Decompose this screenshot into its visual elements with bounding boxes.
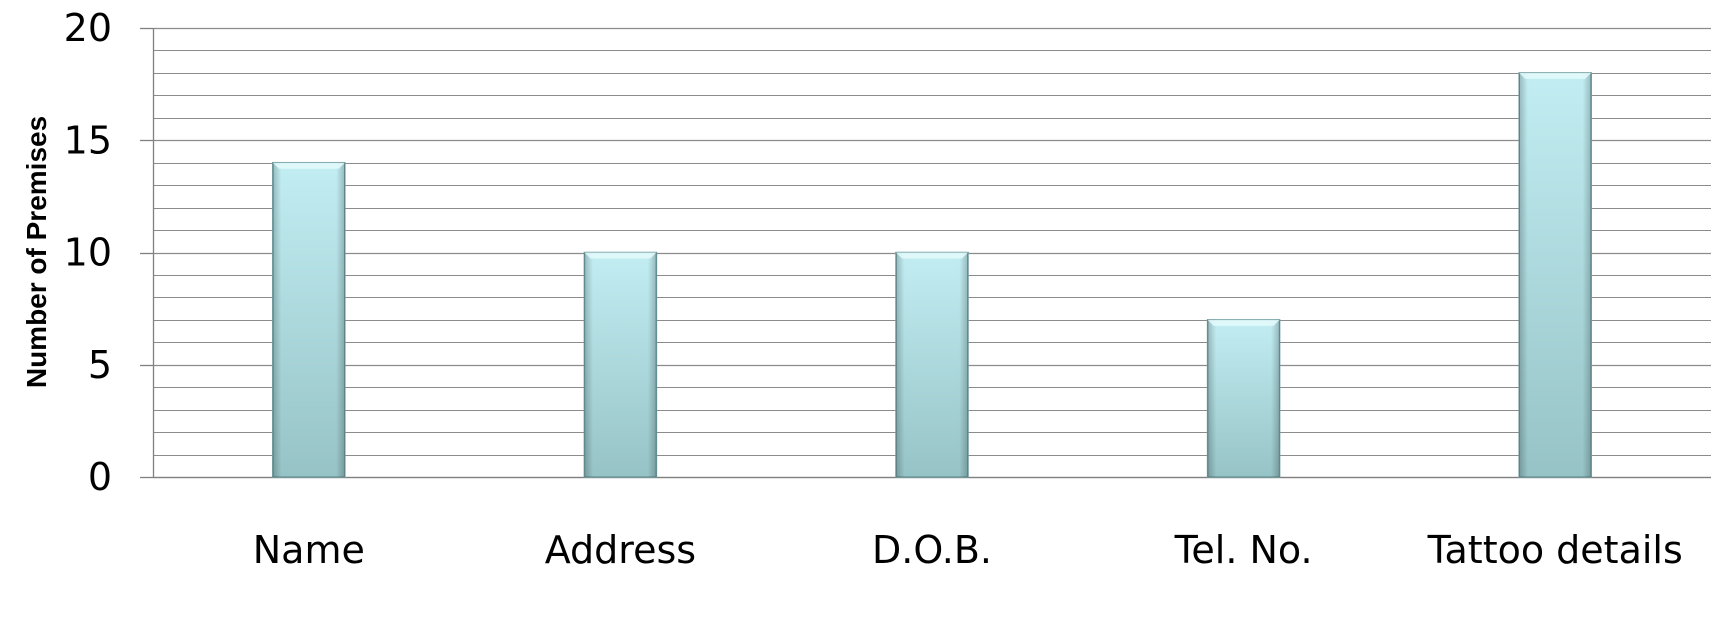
bar-shade xyxy=(896,252,968,477)
y-tick-label: 15 xyxy=(64,118,112,162)
x-category-label: Tattoo details xyxy=(1427,528,1683,572)
bar-shade xyxy=(1207,319,1280,477)
bar-bevel xyxy=(1519,72,1592,79)
y-tick-label: 20 xyxy=(64,6,112,50)
labels: 0 5 10 15 20 Name Address D.O.B. Tel. No. Tattoo … xyxy=(64,6,1683,572)
bar-shade xyxy=(272,162,345,477)
x-category-label: Address xyxy=(545,528,696,572)
bar xyxy=(1206,319,1281,478)
y-tick-label: 5 xyxy=(88,343,112,387)
bar-shade xyxy=(1519,72,1592,478)
y-tick-label: 0 xyxy=(88,455,112,499)
bar-shade xyxy=(584,252,657,477)
x-category-label: Name xyxy=(253,528,365,572)
bar xyxy=(1518,72,1592,478)
bar-bevel xyxy=(896,252,968,259)
bar-bevel xyxy=(1207,319,1280,326)
x-category-label: Tel. No. xyxy=(1174,528,1313,572)
bar xyxy=(272,161,346,478)
y-tick-label: 10 xyxy=(64,231,112,275)
bar xyxy=(583,251,658,478)
bar-bevel xyxy=(584,252,657,259)
bar xyxy=(895,251,969,478)
y-axis-title: Number of Premises xyxy=(21,116,52,388)
bars xyxy=(272,72,1592,478)
bar-bevel xyxy=(272,162,345,169)
x-category-label: D.O.B. xyxy=(872,528,992,572)
